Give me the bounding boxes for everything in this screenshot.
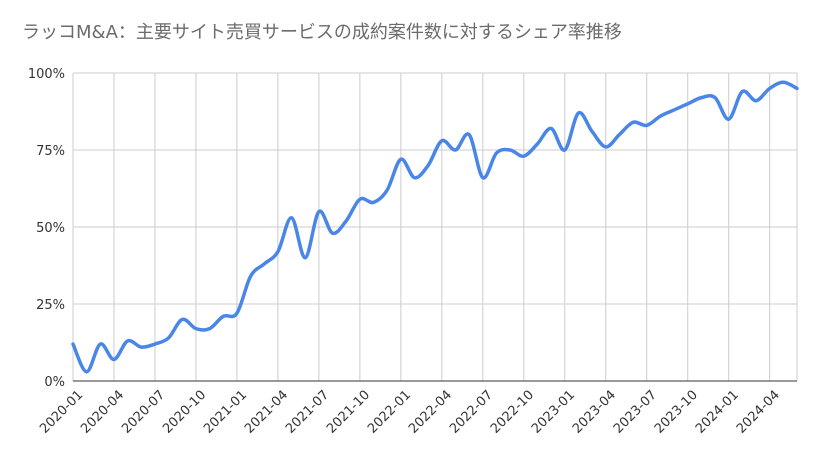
data-point [740,89,744,93]
data-point [208,327,212,331]
y-tick-label: 25% [36,298,65,313]
data-point [180,317,184,321]
data-point [645,123,649,127]
data-point [672,108,676,112]
data-point [686,102,690,106]
data-point [413,176,417,180]
y-axis-ticks: 0% 25% 50% 75% 100% [28,67,65,390]
data-point [631,120,635,124]
x-tick-label: 2020-01 [37,388,86,437]
x-tick-label: 2020-10 [160,388,209,437]
x-tick-label: 2020-04 [78,388,127,437]
x-tick-label: 2023-10 [652,388,701,437]
data-point [98,342,102,346]
x-tick-label: 2021-10 [324,388,373,437]
chart-title: ラッコM&A：主要サイト売買サービスの成約案件数に対するシェア率推移 [22,22,622,43]
data-point [262,262,266,266]
data-point [658,114,662,118]
x-axis-ticks: 2020-012020-042020-072020-102021-012021-… [37,388,783,437]
data-point [713,96,717,100]
data-point [781,80,785,84]
data-point [358,197,362,201]
data-point [795,86,799,90]
x-tick-label: 2022-10 [488,388,537,437]
data-point [508,148,512,152]
data-point [235,311,239,315]
y-tick-label: 0% [44,375,65,390]
data-point [249,274,253,278]
data-point [453,148,457,152]
y-tick-label: 75% [36,144,65,159]
x-tick-label: 2023-04 [570,388,619,437]
x-tick-label: 2022-04 [406,388,455,437]
data-point [699,96,703,100]
x-tick-label: 2024-01 [693,388,742,437]
x-tick-label: 2020-07 [119,388,168,437]
x-tick-label: 2021-04 [242,388,291,437]
data-point [727,117,731,121]
data-point [167,336,171,340]
x-tick-label: 2023-07 [611,388,660,437]
data-point [522,154,526,158]
data-point [317,210,321,214]
data-point [768,86,772,90]
series-line [71,80,799,374]
data-point [563,148,567,152]
data-point [385,188,389,192]
y-tick-label: 100% [28,67,65,82]
data-point [426,163,430,167]
x-tick-label: 2022-07 [447,388,496,437]
data-point [494,151,498,155]
x-tick-label: 2021-07 [283,388,332,437]
x-tick-label: 2022-01 [365,388,414,437]
data-point [535,142,539,146]
data-point [126,339,130,343]
data-point [71,342,75,346]
data-point [85,370,89,374]
data-point [754,99,758,103]
data-point [576,111,580,115]
data-point [344,219,348,223]
data-point [590,130,594,134]
gridlines [72,72,798,381]
y-tick-label: 50% [36,221,65,236]
data-point [617,133,621,137]
data-point [331,231,335,235]
data-point [194,327,198,331]
data-point [604,145,608,149]
data-point [303,256,307,260]
data-point [467,133,471,137]
data-point [139,345,143,349]
data-point [112,357,116,361]
data-point [372,200,376,204]
data-point [290,216,294,220]
data-point [399,157,403,161]
data-point [153,342,157,346]
data-point [549,126,553,130]
x-tick-label: 2024-04 [734,388,783,437]
series [71,80,799,374]
data-point [276,250,280,254]
data-point [221,314,225,318]
x-tick-label: 2023-01 [529,388,578,437]
data-point [440,139,444,143]
x-tick-label: 2021-01 [201,388,250,437]
data-point [481,176,485,180]
